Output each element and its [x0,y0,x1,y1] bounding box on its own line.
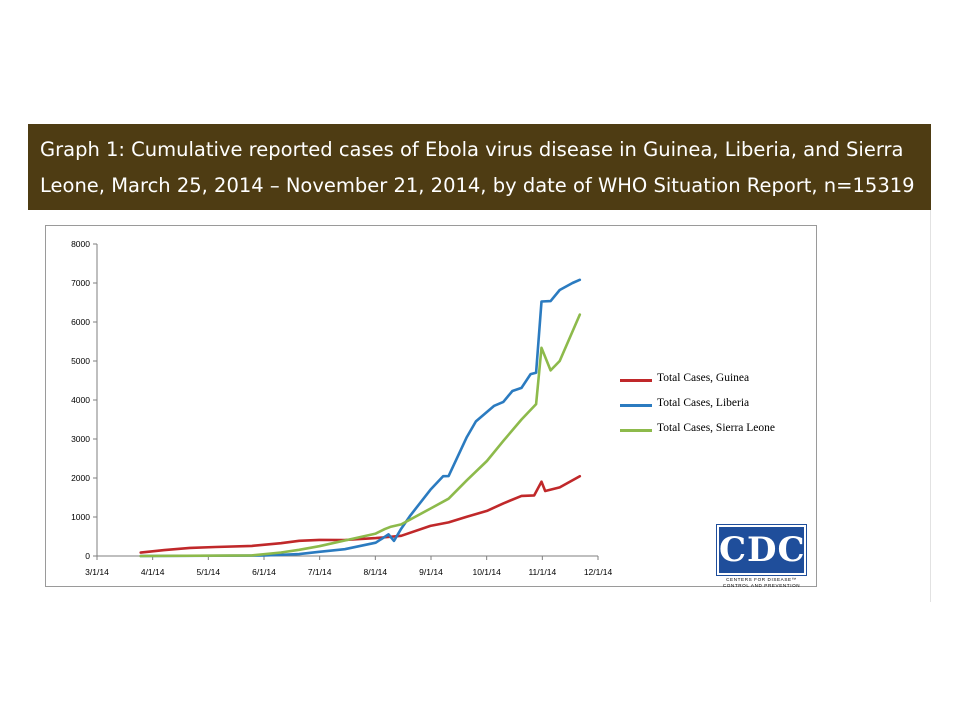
chart-svg: 0 1000 2000 3000 4000 5000 6000 7000 8000 3/1/14 4… [71,239,612,577]
title-line-1: Graph 1: Cumulative reported cases of Eb… [40,138,904,161]
x-tick-label: 5/1/14 [197,567,221,577]
y-tick-label: 2000 [71,473,90,483]
x-tick-label: 11/1/14 [528,567,556,577]
y-tick-label: 4000 [71,395,90,405]
legend-swatch-sierra-leone [620,429,652,432]
x-tick-label: 8/1/14 [364,567,388,577]
x-tick-label: 12/1/14 [584,567,613,577]
sierra-leone-line [139,313,582,558]
x-tick-label: 3/1/14 [85,567,109,577]
legend-label-sierra-leone: Total Cases, Sierra Leone [657,422,775,434]
y-tick-label: 3000 [71,434,90,444]
cdc-logo-subtitle-1: CENTERS FOR DISEASE™ [726,577,797,582]
cdc-logo-text: CDC [719,530,806,570]
lines-layer [139,278,582,558]
x-tick-label: 10/1/14 [472,567,501,577]
title-line-2: Leone, March 25, 2014 – November 21, 201… [40,174,915,197]
x-tick-label: 7/1/14 [308,567,332,577]
x-tick-label: 4/1/14 [141,567,165,577]
y-tick-label: 1000 [71,512,90,522]
cdc-logo-subtitle-2: CONTROL AND PREVENTION [722,583,801,588]
legend-swatch-guinea [620,379,652,382]
y-tick-label: 7000 [71,278,90,288]
cdc-logo-box: CDC [716,524,807,576]
liberia-line [139,278,582,558]
x-tick-label: 9/1/14 [419,567,443,577]
y-tick-label: 0 [85,551,90,561]
legend-label-guinea: Total Cases, Guinea [657,372,750,384]
guinea-line [139,474,582,554]
y-tick-label: 5000 [71,356,90,366]
chart-frame: 0 1000 2000 3000 4000 5000 6000 7000 8000 3/1/14 4… [45,225,817,587]
y-tick-label: 6000 [71,317,90,327]
y-tick-label: 8000 [71,239,90,249]
x-tick-label: 6/1/14 [252,567,276,577]
title-bar: Graph 1: Cumulative reported cases of Eb… [28,124,931,210]
legend-swatch-liberia [620,404,652,407]
cdc-logo: CDC CENTERS FOR DISEASE™ CONTROL AND PRE… [716,524,807,588]
axes-layer: 0 1000 2000 3000 4000 5000 6000 7000 8000 3/1/14 4… [71,239,612,577]
legend-label-liberia: Total Cases, Liberia [657,397,750,409]
